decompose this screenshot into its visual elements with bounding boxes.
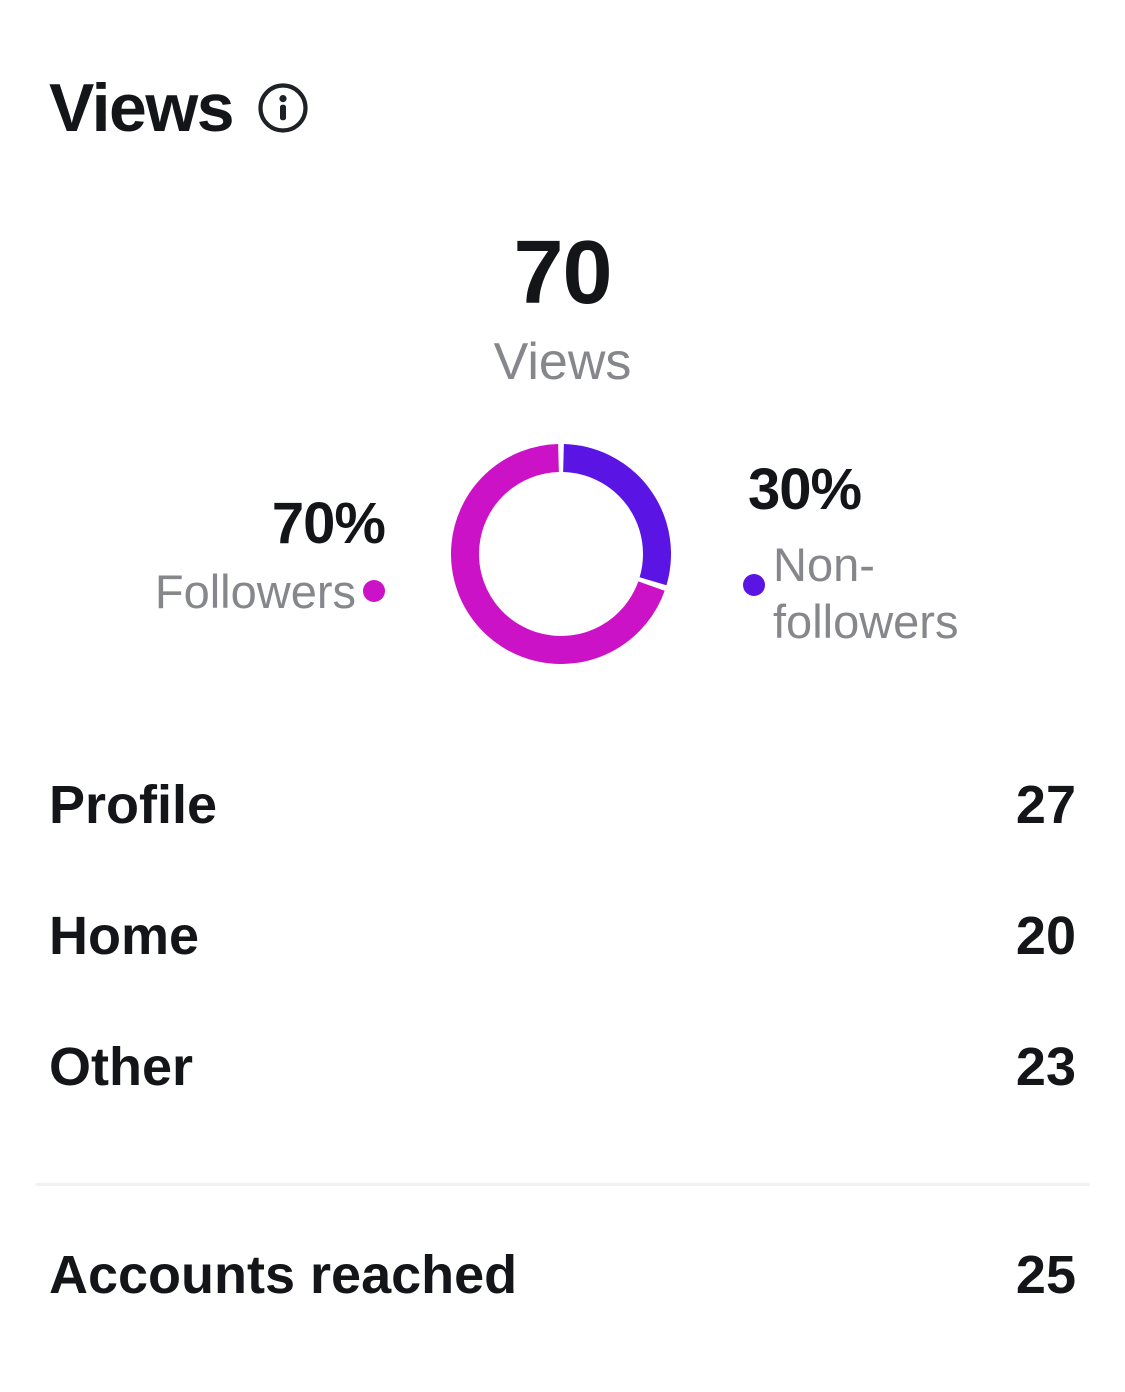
row-label: Other <box>49 1036 194 1097</box>
info-button[interactable] <box>257 82 309 134</box>
views-total-value: 70 <box>513 223 612 323</box>
followers-percent: 70% <box>271 491 386 556</box>
info-icon <box>258 83 308 133</box>
row-label: Home <box>49 905 200 966</box>
legend-followers: 70% Followers <box>154 491 386 618</box>
followers-dot <box>363 580 385 603</box>
legend-non-followers: 30% Non-followers <box>743 457 991 650</box>
breakdown-row-home: Home 20 <box>0 870 1125 1001</box>
page-title: Views <box>49 70 235 146</box>
accounts-reached-value: 25 <box>1015 1244 1076 1305</box>
non-followers-label: Non-followers <box>773 537 959 649</box>
section-divider <box>35 1183 1090 1186</box>
accounts-reached-row: Accounts reached 25 <box>0 1209 1125 1340</box>
row-value: 23 <box>1015 1036 1076 1097</box>
donut-chart <box>451 444 671 664</box>
row-value: 20 <box>1015 905 1076 966</box>
donut-segment-non-followers <box>562 444 671 586</box>
breakdown-row-other: Other 23 <box>0 1001 1125 1132</box>
row-value: 27 <box>1015 774 1076 835</box>
accounts-reached-label: Accounts reached <box>49 1244 518 1305</box>
followers-label: Followers <box>154 564 356 618</box>
non-followers-percent: 30% <box>748 457 862 522</box>
views-total-label: Views <box>493 333 632 391</box>
row-label: Profile <box>49 774 218 835</box>
breakdown-row-profile: Profile 27 <box>0 739 1125 870</box>
non-followers-dot <box>743 573 765 596</box>
donut-segment-followers <box>451 444 665 664</box>
views-breakdown-list: Profile 27 Home 20 Other 23 <box>0 739 1125 1132</box>
header: Views <box>49 74 309 142</box>
